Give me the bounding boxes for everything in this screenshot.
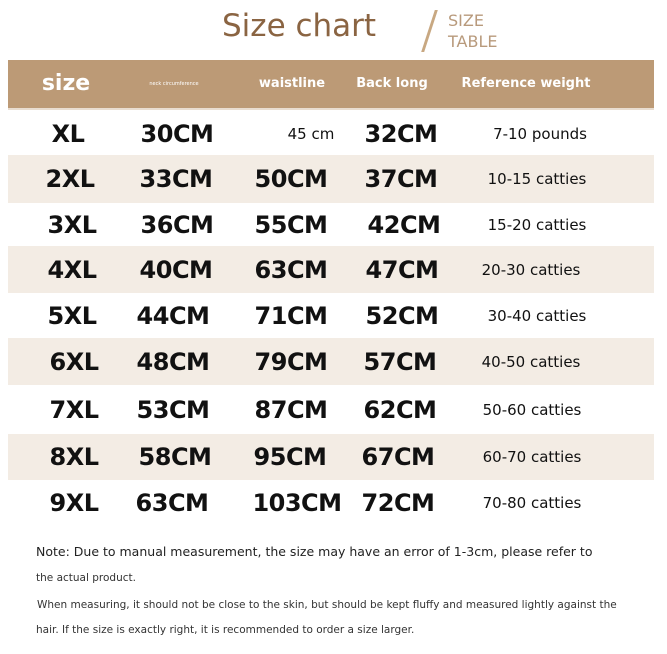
cell-weight: 10-15 catties — [487, 170, 587, 188]
table-row: 4XL 40CM 63CM 47CM 20-30 catties — [8, 246, 654, 293]
slash-divider — [421, 10, 438, 52]
cell-waist: 103CM — [252, 488, 342, 517]
cell-waist: 55CM — [254, 210, 328, 239]
cell-weight: 70-80 catties — [482, 493, 582, 512]
cell-size: 4XL — [47, 255, 98, 284]
cell-waist: 50CM — [254, 165, 328, 193]
cell-neck: 40CM — [139, 255, 213, 284]
table-row: 6XL 48CM 79CM 57CM 40-50 catties — [8, 338, 654, 385]
cell-back-long: 72CM — [361, 488, 435, 517]
cell-size: 9XL — [49, 488, 100, 517]
table-row: 5XL 44CM 71CM 52CM 30-40 catties — [8, 293, 654, 338]
page-title: Size chart — [222, 8, 377, 44]
header-neck-circumference: neck circumference — [149, 81, 199, 87]
cell-neck: 30CM — [140, 119, 214, 148]
cell-size: 7XL — [49, 395, 100, 424]
cell-neck: 36CM — [140, 210, 214, 239]
cell-weight: 20-30 catties — [481, 260, 581, 279]
table-row: 2XL 33CM 50CM 37CM 10-15 catties — [8, 155, 654, 203]
cell-weight: 60-70 catties — [482, 448, 582, 466]
cell-weight: 15-20 catties — [487, 215, 587, 234]
cell-back-long: 37CM — [364, 165, 438, 193]
subtitle-line-1: SIZE — [448, 11, 484, 30]
cell-neck: 48CM — [136, 347, 210, 376]
note-line-4: hair. If the size is exactly right, it i… — [36, 624, 415, 636]
table-row: 3XL 36CM 55CM 42CM 15-20 catties — [8, 203, 654, 246]
note-line-3: When measuring, it should not be close t… — [37, 599, 617, 611]
cell-weight: 50-60 catties — [482, 400, 582, 419]
cell-waist: 71CM — [254, 301, 328, 330]
cell-size: 2XL — [45, 165, 96, 193]
note-line-1: Note: Due to manual measurement, the siz… — [36, 544, 593, 559]
cell-back-long: 52CM — [365, 301, 439, 330]
cell-neck: 44CM — [136, 301, 210, 330]
cell-waist: 63CM — [254, 255, 328, 284]
cell-size: 3XL — [47, 210, 98, 239]
header-back-long: Back long — [356, 76, 428, 91]
cell-back-long: 67CM — [361, 443, 435, 471]
cell-size: XL — [51, 119, 85, 148]
header-reference-weight: Reference weight — [461, 76, 591, 91]
note-line-2: the actual product. — [36, 572, 136, 584]
cell-waist: 95CM — [253, 443, 327, 471]
cell-weight: 7-10 pounds — [493, 124, 587, 143]
page-subtitle: SIZE TABLE — [448, 10, 497, 52]
cell-waist: 79CM — [254, 347, 328, 376]
table-header: size neck circumference waistline Back long… — [8, 60, 654, 110]
cell-neck: 53CM — [136, 395, 210, 424]
cell-back-long: 62CM — [363, 395, 437, 424]
cell-neck: 63CM — [135, 488, 209, 517]
cell-size: 5XL — [47, 301, 98, 330]
cell-neck: 58CM — [138, 443, 212, 471]
cell-waist: 45 cm — [287, 124, 335, 143]
header-size: size — [41, 71, 91, 96]
cell-size: 8XL — [49, 443, 100, 471]
cell-back-long: 47CM — [365, 255, 439, 284]
table-row: 8XL 58CM 95CM 67CM 60-70 catties — [8, 434, 654, 480]
cell-weight: 30-40 catties — [487, 306, 587, 325]
cell-back-long: 42CM — [367, 210, 441, 239]
cell-size: 6XL — [49, 347, 100, 376]
cell-back-long: 57CM — [363, 347, 437, 376]
table-row: 7XL 53CM 87CM 62CM 50-60 catties — [8, 385, 654, 434]
cell-weight: 40-50 catties — [481, 352, 581, 371]
cell-waist: 87CM — [254, 395, 328, 424]
table-row: 9XL 63CM 103CM 72CM 70-80 catties — [8, 480, 654, 525]
subtitle-line-2: TABLE — [448, 32, 498, 51]
table-row: XL 30CM 45 cm 32CM 7-10 pounds — [8, 112, 654, 155]
cell-back-long: 32CM — [364, 119, 438, 148]
cell-neck: 33CM — [139, 165, 213, 193]
header-waistline: waistline — [258, 76, 326, 91]
